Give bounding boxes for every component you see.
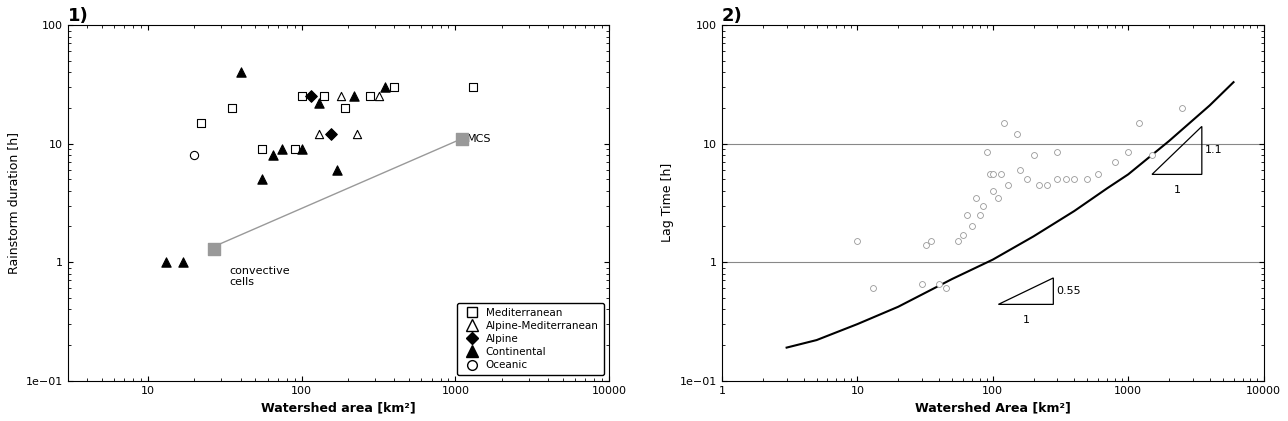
Point [1047, 176, 1068, 183]
Point [191, 120, 211, 126]
Point [344, 93, 365, 100]
Point [321, 131, 341, 138]
Text: 1: 1 [1173, 184, 1180, 195]
Point [998, 181, 1019, 188]
Text: convective
cells: convective cells [229, 266, 290, 287]
Y-axis label: Lag Time [h]: Lag Time [h] [661, 163, 675, 242]
Point [285, 146, 305, 152]
Point [962, 223, 983, 230]
Point [863, 285, 884, 292]
Point [384, 84, 404, 91]
Point [184, 152, 205, 158]
Text: 2): 2) [723, 7, 743, 25]
Point [988, 194, 1009, 201]
Point [983, 187, 1003, 194]
Point [309, 131, 330, 138]
Point [990, 171, 1011, 178]
Point [970, 212, 990, 218]
Text: MCS: MCS [468, 134, 492, 144]
Point [1128, 120, 1149, 126]
Point [251, 146, 272, 152]
Point [1029, 181, 1050, 188]
Point [204, 245, 224, 252]
Point [1056, 176, 1077, 183]
Point [1064, 176, 1084, 183]
Point [912, 281, 933, 288]
Point [361, 93, 381, 100]
Point [462, 84, 483, 91]
Point [993, 120, 1014, 126]
Point [309, 100, 330, 107]
Point [916, 242, 936, 248]
Point [291, 93, 312, 100]
Point [1088, 171, 1109, 178]
Point [452, 135, 473, 142]
Point [251, 176, 272, 183]
Point [848, 238, 868, 245]
Point [231, 69, 251, 76]
Point [1105, 159, 1126, 165]
Point [1077, 176, 1097, 183]
Text: 1: 1 [1023, 314, 1029, 325]
Point [370, 93, 390, 100]
Text: 1): 1) [67, 7, 89, 25]
Point [173, 259, 193, 266]
X-axis label: Watershed area [km²]: Watershed area [km²] [261, 401, 416, 414]
Point [346, 131, 367, 138]
Point [1006, 131, 1027, 138]
Point [263, 152, 283, 158]
Y-axis label: Rainstorm duration [h]: Rainstorm duration [h] [6, 132, 19, 274]
Point [300, 93, 321, 100]
Point [1172, 104, 1193, 111]
Point [957, 212, 978, 218]
Point [966, 194, 987, 201]
Point [375, 84, 395, 91]
Point [1118, 149, 1139, 155]
Point [1018, 176, 1038, 183]
Point [314, 93, 335, 100]
Point [335, 104, 355, 111]
Point [331, 93, 352, 100]
Point [979, 171, 999, 178]
Point [948, 238, 969, 245]
Point [1023, 152, 1043, 158]
Point [1037, 181, 1057, 188]
Point [921, 238, 942, 245]
Text: 1.1: 1.1 [1204, 145, 1222, 155]
Point [976, 149, 997, 155]
Point [972, 202, 993, 209]
Point [291, 146, 312, 152]
Point [1047, 149, 1068, 155]
Point [952, 232, 972, 238]
Point [272, 146, 292, 152]
Point [935, 285, 956, 292]
Point [1010, 167, 1030, 173]
Point [327, 167, 348, 173]
Text: 0.55: 0.55 [1056, 286, 1081, 296]
X-axis label: Watershed Area [km²]: Watershed Area [km²] [914, 401, 1070, 414]
Point [929, 281, 949, 288]
Legend: Mediterranean, Alpine-Mediterranean, Alpine, Continental, Oceanic: Mediterranean, Alpine-Mediterranean, Alp… [457, 303, 604, 376]
Point [222, 104, 242, 111]
Point [983, 171, 1003, 178]
Point [155, 259, 175, 266]
Point [1141, 152, 1162, 158]
